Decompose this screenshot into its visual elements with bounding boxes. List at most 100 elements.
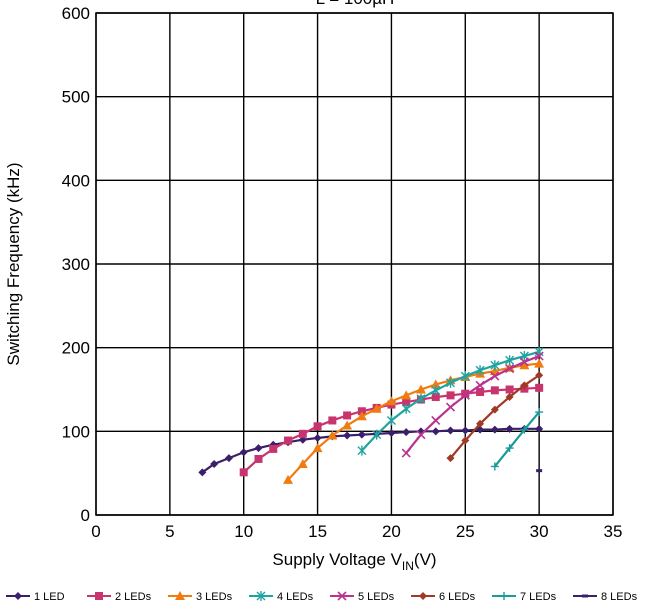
x-tick-label: 35	[604, 522, 623, 541]
legend-item: 2 LEDs	[87, 591, 152, 603]
x-tick-label: 10	[234, 522, 253, 541]
data-point	[534, 351, 544, 361]
data-point	[431, 393, 440, 402]
legend-item: 1 LED	[6, 591, 65, 603]
legend-label: 5 LEDs	[358, 591, 395, 603]
marker-stroke	[505, 364, 515, 374]
legend-label: 6 LEDs	[439, 591, 476, 603]
series-line	[405, 355, 540, 454]
data-point	[461, 426, 470, 435]
data-point	[416, 393, 426, 404]
data-point	[14, 592, 22, 600]
data-point	[239, 448, 248, 457]
marker-stroke	[337, 591, 347, 601]
marker-stroke	[475, 380, 485, 390]
data-point	[239, 468, 248, 477]
data-point	[431, 427, 440, 436]
marker-stroke	[445, 402, 456, 412]
marker-stroke	[460, 390, 470, 400]
data-point	[357, 445, 367, 456]
legend-label: 8 LEDs	[601, 591, 638, 603]
data-point	[284, 436, 293, 445]
data-point	[446, 377, 456, 388]
data-point	[415, 384, 426, 394]
data-point	[535, 408, 544, 417]
x-axis-label-subscript: IN	[402, 559, 414, 573]
data-point	[519, 360, 530, 370]
y-tick-label: 0	[81, 506, 90, 525]
data-point	[175, 591, 185, 600]
data-point	[505, 364, 515, 374]
data-point	[387, 429, 396, 438]
data-point	[535, 424, 544, 433]
data-point	[535, 383, 544, 392]
data-point	[372, 429, 382, 440]
y-tick-label: 300	[62, 255, 90, 274]
series-4	[357, 346, 544, 456]
legend-item: 7 LEDs	[492, 591, 557, 603]
data-point	[224, 454, 233, 463]
legend: 1 LED 2 LEDs 3 LEDs 4 LEDs 5 LEDs 6 LEDs 7 LED…	[6, 591, 638, 603]
data-point	[535, 371, 544, 380]
legend-item: 5 LEDs	[330, 591, 395, 603]
data-point	[210, 459, 219, 468]
x-tick-label: 15	[308, 522, 327, 541]
data-point	[337, 591, 347, 601]
data-point	[419, 592, 427, 600]
x-tick-label: 30	[530, 522, 549, 541]
legend-item: 6 LEDs	[411, 591, 476, 603]
data-point	[254, 444, 263, 453]
data-point	[490, 425, 499, 434]
data-point	[519, 357, 529, 367]
x-tick-label: 20	[382, 522, 401, 541]
legend-label: 2 LEDs	[115, 591, 152, 603]
data-point	[401, 448, 411, 458]
data-point	[313, 422, 322, 431]
legend-item: 8 LEDs	[573, 591, 638, 603]
y-tick-label: 600	[62, 4, 90, 23]
y-tick-label: 500	[62, 88, 90, 107]
data-point	[505, 393, 514, 402]
legend-item: 3 LEDs	[168, 591, 233, 603]
data-point	[505, 444, 514, 453]
data-point	[312, 443, 323, 453]
data-point	[505, 355, 515, 366]
data-point	[357, 430, 366, 439]
data-point	[460, 371, 470, 382]
x-tick-label: 0	[91, 522, 100, 541]
data-point	[461, 436, 470, 445]
y-tick-label: 100	[62, 422, 90, 441]
data-point	[269, 444, 278, 453]
data-point	[475, 365, 485, 376]
x-axis-label: Supply Voltage VIN(V)	[272, 550, 436, 573]
data-point	[446, 391, 455, 400]
data-point	[254, 454, 263, 463]
data-point	[431, 385, 441, 396]
grid	[95, 12, 614, 516]
data-point	[490, 360, 500, 371]
data-point	[95, 592, 103, 600]
data-point	[356, 411, 367, 421]
y-axis: 0 100 200 300 400 500 600	[62, 4, 90, 525]
data-point	[297, 458, 308, 468]
marker-stroke	[519, 357, 529, 367]
series-8	[536, 469, 543, 473]
data-point	[198, 468, 207, 477]
series-6	[446, 371, 544, 463]
data-point	[490, 405, 499, 414]
series-5	[401, 351, 544, 458]
data-point	[505, 385, 514, 394]
data-point	[416, 430, 426, 440]
chart-title: L = 100µH	[316, 0, 395, 8]
data-point	[445, 402, 456, 412]
data-point	[534, 358, 545, 368]
marker-stroke	[401, 448, 411, 458]
legend-label: 3 LEDs	[196, 591, 233, 603]
data-point	[500, 592, 508, 600]
data-point	[476, 388, 485, 397]
data-point	[505, 424, 514, 433]
data-point	[402, 398, 411, 407]
series-7	[490, 408, 544, 471]
data-point	[460, 390, 470, 400]
data-point	[475, 380, 485, 390]
